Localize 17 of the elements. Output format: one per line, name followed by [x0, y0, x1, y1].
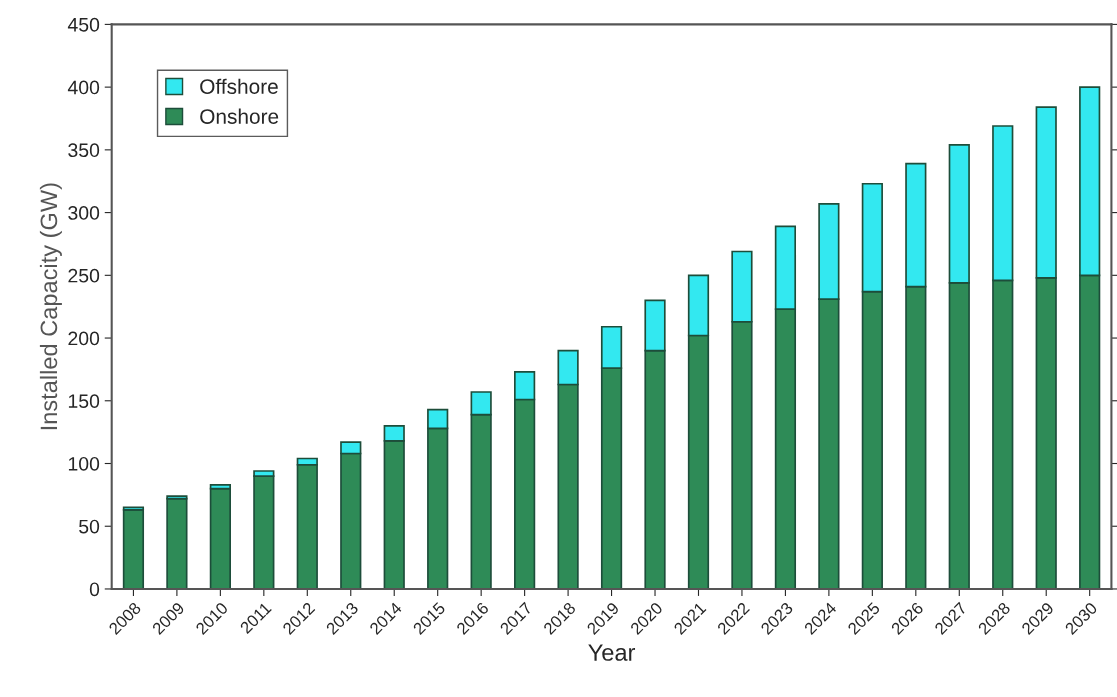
- y-tick-label: 150: [68, 394, 100, 409]
- y-tick-label: 50: [79, 519, 100, 534]
- y-tick-label: 250: [68, 268, 100, 283]
- y-axis-title: Installed Capacity (GW): [39, 183, 62, 430]
- y-tick-label: 350: [68, 143, 100, 158]
- y-tick-label: 450: [67, 17, 100, 32]
- y-tick-label: 100: [68, 456, 100, 471]
- legend-label: Onshore: [200, 108, 279, 124]
- y-tick-label: 300: [68, 206, 100, 220]
- bar: [166, 497, 188, 589]
- y-tick-label: 0: [89, 582, 100, 597]
- bar: [209, 487, 231, 589]
- y-tick-label: 200: [68, 331, 100, 346]
- y-tick-label: 400: [67, 80, 100, 95]
- bar: [122, 509, 145, 589]
- x-axis-title: Year: [588, 644, 636, 661]
- legend-label: Offshore: [200, 78, 278, 94]
